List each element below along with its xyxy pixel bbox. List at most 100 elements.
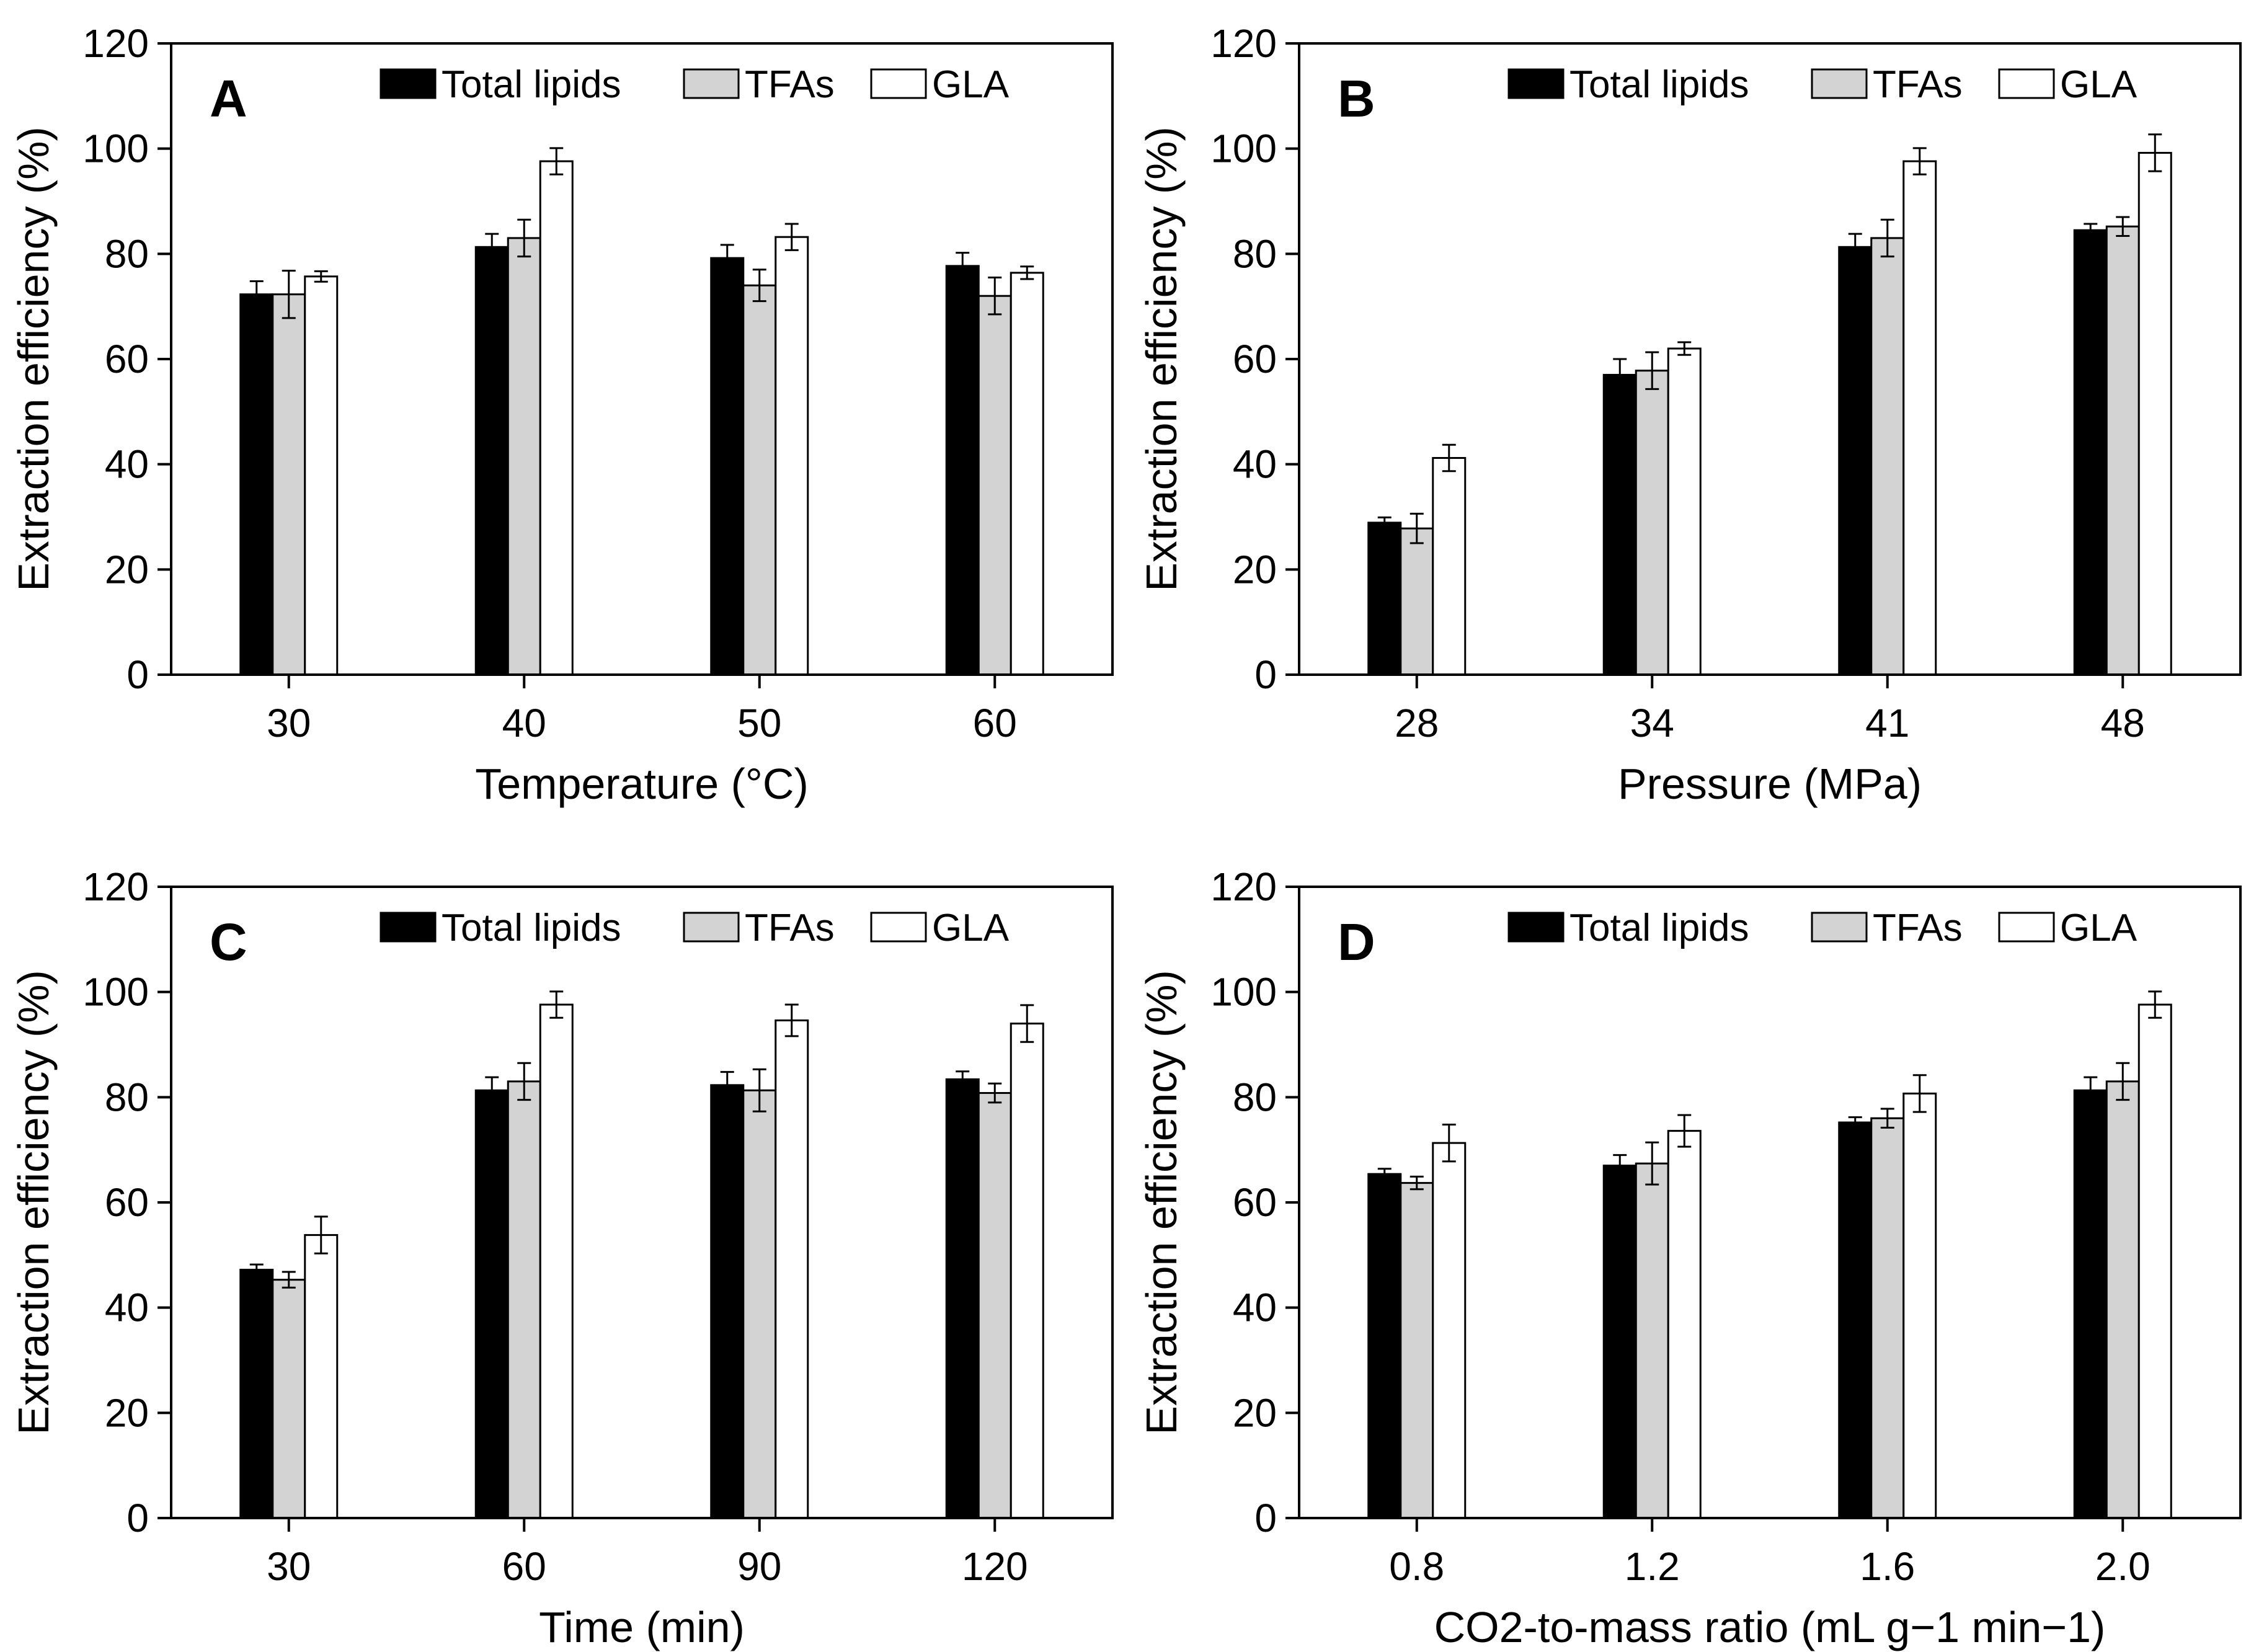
legend-label: TFAs [1873, 63, 1963, 106]
y-tick-label: 100 [82, 970, 149, 1015]
y-tick-label: 120 [1210, 864, 1277, 909]
bar-gla [1432, 1142, 1467, 1519]
legend-label: TFAs [745, 63, 835, 106]
bar-tfas [1635, 370, 1669, 676]
panel-d: 0 20 40 60 80 100 120 0.8 1.2 1.6 2.0 D Total lipids… [1137, 864, 2242, 1651]
y-tick-label: 60 [1233, 337, 1277, 381]
y-tick-label: 0 [127, 652, 149, 697]
panel-letter: A [210, 69, 247, 128]
bar-tfas [977, 1092, 1012, 1519]
bar-total-lipids [239, 293, 274, 676]
bar-gla [1432, 456, 1467, 676]
bar-total-lipids [239, 1269, 274, 1519]
y-tick-label: 60 [105, 1180, 149, 1225]
y-tick-label: 40 [1233, 1286, 1277, 1330]
bar-total-lipids [474, 246, 509, 676]
bar-gla [1010, 272, 1044, 676]
legend-swatch [1507, 912, 1565, 943]
y-tick-label: 80 [1233, 231, 1277, 276]
y-tick-label: 80 [1233, 1075, 1277, 1119]
x-tick-label: 28 [1395, 701, 1439, 745]
bar-total-lipids [1602, 1165, 1637, 1519]
legend-swatch [1998, 68, 2055, 99]
panel-letter: D [1338, 913, 1375, 971]
y-tick-label: 0 [1254, 652, 1277, 697]
y-tick-label: 40 [1233, 442, 1277, 487]
bar-gla [2137, 151, 2172, 676]
bar-total-lipids [1838, 1121, 1873, 1519]
y-tick-label: 20 [105, 547, 149, 592]
legend: Total lipids TFAs GLA [1507, 63, 2137, 106]
plot-frame [170, 886, 1114, 1519]
bar-gla [539, 1003, 574, 1519]
y-tick-label: 20 [105, 1390, 149, 1435]
bar-tfas [272, 293, 306, 676]
y-tick-label: 60 [1233, 1180, 1277, 1225]
bar-tfas [2105, 225, 2140, 676]
x-tick-label: 41 [1865, 701, 1909, 745]
x-tick-label: 1.6 [1860, 1544, 1915, 1589]
bar-total-lipids [945, 265, 980, 676]
x-tick-label: 0.8 [1389, 1544, 1444, 1589]
bar-tfas [507, 237, 541, 676]
legend-label: Total lipids [1569, 907, 1749, 949]
bar-gla [304, 275, 339, 676]
legend-label: GLA [2060, 907, 2137, 949]
bar-total-lipids [474, 1089, 509, 1519]
legend-swatch [1811, 912, 1868, 943]
legend-label: Total lipids [442, 907, 621, 949]
x-tick-label: 60 [502, 1544, 546, 1589]
legend-swatch [683, 912, 740, 943]
legend: Total lipids TFAs GLA [380, 907, 1010, 949]
bar-total-lipids [1367, 522, 1402, 676]
bar-tfas [742, 1089, 777, 1519]
panel-letter: B [1338, 69, 1375, 128]
x-tick-label: 120 [962, 1544, 1028, 1589]
legend: Total lipids TFAs GLA [1507, 907, 2137, 949]
legend-swatch [1507, 68, 1565, 99]
x-tick-label: 60 [973, 701, 1017, 745]
bar-tfas [2105, 1080, 2140, 1519]
y-tick-label: 120 [82, 21, 149, 66]
x-axis-label: CO2-to-mass ratio (mL g−1 min−1) [1434, 1603, 2106, 1651]
legend-swatch [1811, 68, 1868, 99]
plot-frame [1298, 886, 2242, 1519]
panel-c: 0 20 40 60 80 100 120 30 60 90 120 C Total lipids TFA… [9, 864, 1114, 1651]
x-tick-label: 1.2 [1625, 1544, 1680, 1589]
legend-swatch [380, 912, 437, 943]
legend: Total lipids TFAs GLA [380, 63, 1010, 106]
plot-frame [1298, 42, 2242, 676]
bar-gla [2137, 1003, 2172, 1519]
legend-label: TFAs [1873, 907, 1963, 949]
y-tick-label: 40 [105, 1286, 149, 1330]
y-tick-label: 100 [1210, 127, 1277, 171]
legend-label: Total lipids [1569, 63, 1749, 106]
legend-swatch [870, 912, 927, 943]
legend-label: TFAs [745, 907, 835, 949]
x-tick-label: 50 [737, 701, 781, 745]
bar-tfas [742, 284, 777, 676]
x-axis-label: Temperature (°C) [475, 760, 809, 808]
x-axis-label: Pressure (MPa) [1618, 760, 1922, 808]
plot-frame [170, 42, 1114, 676]
y-tick-label: 80 [105, 1075, 149, 1119]
y-axis-label: Extraction efficiency (%) [9, 970, 58, 1435]
x-tick-label: 48 [2101, 701, 2145, 745]
bar-tfas [1870, 1117, 1905, 1519]
y-tick-label: 20 [1233, 1390, 1277, 1435]
bar-total-lipids [2073, 229, 2108, 676]
bar-gla [775, 1019, 809, 1519]
y-tick-label: 0 [1254, 1496, 1277, 1540]
legend-swatch [683, 68, 740, 99]
x-tick-label: 30 [267, 701, 311, 745]
panel-b: 0 20 40 60 80 100 120 28 34 41 48 B Total lipids TFAs… [1137, 21, 2242, 808]
bar-gla [539, 160, 574, 676]
bar-tfas [977, 295, 1012, 676]
bar-gla [1902, 1092, 1937, 1519]
x-tick-label: 2.0 [2095, 1544, 2151, 1589]
y-tick-label: 60 [105, 337, 149, 381]
y-axis-label: Extraction efficiency (%) [1137, 127, 1186, 592]
bar-gla [775, 236, 809, 676]
bar-gla [1667, 347, 1702, 676]
